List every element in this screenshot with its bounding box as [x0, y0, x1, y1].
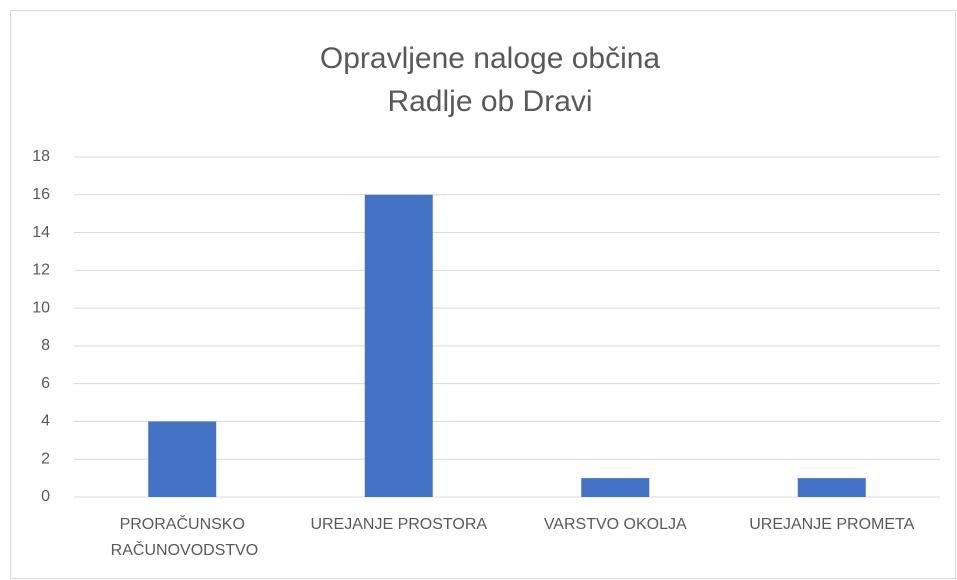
bar — [148, 421, 217, 497]
y-tick-label: 6 — [41, 375, 50, 392]
y-tick-label: 18 — [32, 148, 50, 165]
x-tick-label: VARSTVO OKOLJA — [544, 516, 687, 533]
bar — [581, 478, 650, 497]
y-tick-label: 10 — [32, 299, 50, 316]
y-tick-label: 8 — [41, 337, 50, 354]
y-tick-label: 14 — [32, 224, 50, 241]
y-tick-label: 4 — [41, 413, 50, 430]
y-tick-label: 12 — [32, 262, 50, 279]
bar — [364, 194, 433, 497]
chart-title: Opravljene naloge občina — [320, 42, 661, 75]
bar — [797, 478, 866, 497]
y-tick-label: 2 — [41, 450, 50, 467]
chart-title: Radlje ob Dravi — [387, 85, 592, 118]
y-tick-label: 0 — [41, 488, 50, 505]
x-tick-label: UREJANJE PROMETA — [749, 516, 914, 533]
y-tick-label: 16 — [32, 186, 50, 203]
x-tick-label: PRORAČUNSKO RAČUNOVODSTVO — [106, 514, 258, 559]
x-tick-label: UREJANJE PROSTORA — [310, 516, 487, 533]
